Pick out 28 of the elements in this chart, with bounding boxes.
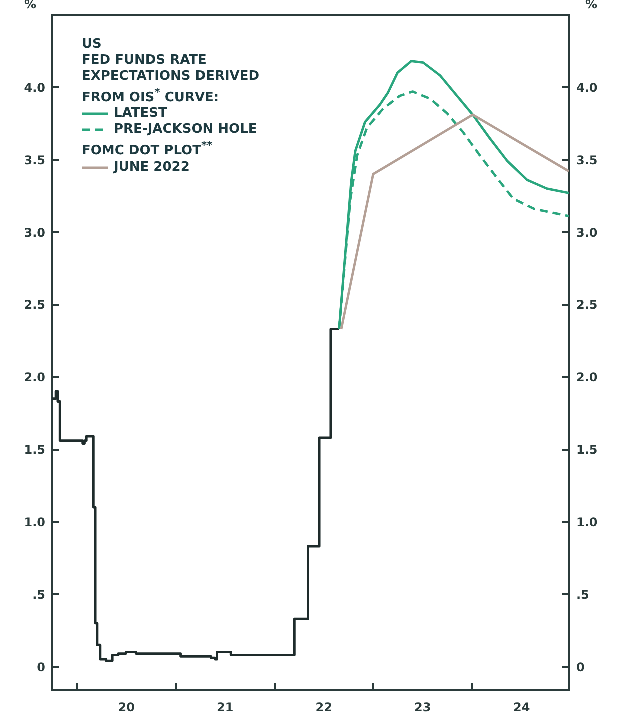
y2-tick-label: 2.5 — [576, 298, 598, 312]
x-tick-label: 21 — [217, 700, 234, 714]
y-tick-label: 2.0 — [24, 370, 46, 385]
legend-label: PRE-JACKSON HOLE — [114, 122, 258, 138]
legend-label: JUNE 2022 — [114, 160, 190, 176]
x-tick-label: 22 — [316, 700, 332, 714]
y-tick-label: .5 — [32, 588, 46, 602]
legend-title: US FED FUNDS RATE EXPECTATIONS DERIVED FROM OIS$^{*}$ CURVE: — [82, 37, 260, 106]
annotation: FOMC DOT PLOT$^{**}$ — [82, 138, 214, 160]
x-tick-label: 24 — [514, 700, 530, 714]
x-tick-label: 20 — [118, 700, 135, 714]
y-tick-label: 4.0 — [24, 80, 46, 95]
y-tick-label: 3.5 — [24, 153, 46, 168]
y2-tick-label: 1.5 — [576, 443, 598, 458]
y2-tick-label: 0 — [576, 660, 585, 674]
legend-label: LATEST — [114, 106, 168, 122]
y-tick-label: 0 — [37, 660, 46, 674]
y2-tick-label: .5 — [576, 588, 590, 602]
y2-tick-label: 3.5 — [576, 153, 598, 168]
y-tick-label: 3.0 — [24, 226, 46, 240]
y-tick-label: 1.5 — [24, 443, 46, 458]
y2-tick-label: 2.0 — [576, 370, 598, 385]
y2-tick-label: 4.0 — [576, 80, 598, 95]
x-tick-label: 23 — [414, 700, 432, 714]
y-tick-label: 2.5 — [24, 298, 46, 312]
y-tick-label: 1.0 — [24, 515, 46, 530]
y2-tick-label: 3.0 — [576, 226, 598, 240]
y2-tick-label: 1.0 — [576, 515, 598, 530]
